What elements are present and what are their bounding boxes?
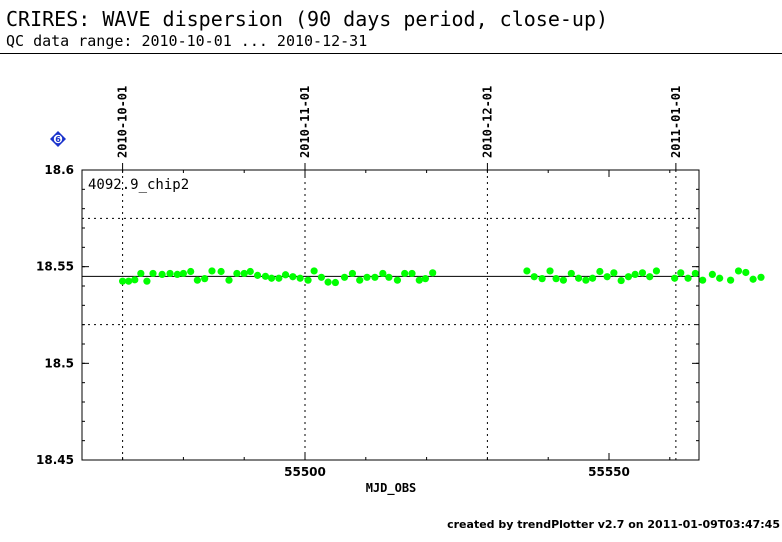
data-point xyxy=(166,269,174,278)
data-point xyxy=(582,276,590,284)
grid-layer xyxy=(82,170,699,460)
data-point xyxy=(310,267,318,275)
date-marker-label: 2010-12-01 xyxy=(480,86,494,158)
data-point xyxy=(275,274,283,282)
data-point xyxy=(408,269,416,278)
data-point xyxy=(356,276,364,284)
data-point xyxy=(187,267,195,276)
data-point xyxy=(296,274,304,282)
data-point xyxy=(617,276,625,285)
data-point xyxy=(716,274,724,282)
data-point xyxy=(671,274,679,282)
points-layer xyxy=(119,267,765,287)
data-point xyxy=(217,267,225,276)
data-point xyxy=(281,271,290,279)
y-tick-label: 18.6 xyxy=(44,163,74,177)
data-point xyxy=(631,270,639,278)
data-point xyxy=(603,273,611,281)
data-point xyxy=(546,267,554,275)
data-point xyxy=(727,276,735,284)
footer-credit: created by trendPlotter v2.7 on 2011-01-… xyxy=(447,518,780,531)
data-point xyxy=(143,277,151,285)
data-point xyxy=(246,267,254,276)
data-point xyxy=(538,275,546,283)
chart-title: CRIRES: WAVE dispersion (90 days period,… xyxy=(6,7,609,31)
data-point xyxy=(552,275,560,283)
data-point xyxy=(348,269,357,278)
data-point xyxy=(331,278,339,287)
data-point xyxy=(749,275,757,283)
title-divider xyxy=(0,53,782,54)
data-point xyxy=(757,273,765,281)
data-point xyxy=(240,269,248,278)
data-point xyxy=(208,267,216,275)
data-point xyxy=(677,269,685,277)
data-point xyxy=(401,269,409,278)
date-marker-label: 2011-01-01 xyxy=(669,86,683,158)
data-point xyxy=(193,276,201,284)
data-point xyxy=(340,273,349,281)
data-point xyxy=(137,269,145,278)
date-marker-label: 2010-11-01 xyxy=(298,86,312,158)
data-point xyxy=(523,267,531,275)
data-point xyxy=(691,269,699,278)
y-tick-label: 18.5 xyxy=(44,356,74,370)
data-point xyxy=(261,272,270,280)
data-point xyxy=(684,274,692,282)
data-point xyxy=(421,275,429,283)
data-point xyxy=(304,276,312,284)
data-point xyxy=(429,269,437,277)
data-point xyxy=(708,270,716,278)
data-point xyxy=(638,269,647,277)
data-point xyxy=(415,276,423,284)
data-point xyxy=(385,273,393,281)
data-point xyxy=(125,277,133,285)
data-point xyxy=(646,273,654,281)
data-point xyxy=(588,274,597,282)
data-point xyxy=(624,273,633,281)
data-point xyxy=(610,269,618,277)
plot-frame xyxy=(81,169,700,461)
data-point xyxy=(253,271,262,279)
axes-layer: 2010-10-01 2010-11-01 2010-12-01 2011-01-01… xyxy=(36,86,699,479)
data-point xyxy=(567,269,575,278)
data-point xyxy=(149,269,157,278)
data-point xyxy=(267,274,276,282)
data-point xyxy=(233,269,241,278)
y-tick-label: 18.55 xyxy=(36,260,74,274)
data-point xyxy=(393,276,402,284)
data-point xyxy=(652,267,661,275)
data-point xyxy=(158,270,166,278)
data-point xyxy=(225,276,233,284)
data-point xyxy=(324,278,332,286)
data-point xyxy=(379,269,387,278)
x-tick-label: 55550 xyxy=(588,465,630,479)
data-point xyxy=(119,277,127,285)
data-point xyxy=(699,276,707,284)
badge-label: 6 xyxy=(55,135,61,144)
x-tick-label: 55500 xyxy=(284,465,326,479)
badge-circle xyxy=(53,134,63,144)
data-point xyxy=(173,270,181,278)
data-point xyxy=(734,267,743,275)
data-point xyxy=(363,273,371,281)
date-marker-label: 2010-10-01 xyxy=(116,86,130,158)
chart-subtitle: QC data range: 2010-10-01 ... 2010-12-31 xyxy=(6,32,368,50)
diamond-icon: 6 xyxy=(50,131,66,147)
data-point xyxy=(559,276,568,284)
y-tick-label: 18.45 xyxy=(36,453,74,467)
data-point xyxy=(317,273,326,281)
data-point xyxy=(742,268,750,277)
x-axis-label: MJD_OBS xyxy=(366,481,417,496)
data-point xyxy=(131,276,139,284)
data-point xyxy=(530,273,538,281)
data-point xyxy=(201,275,209,283)
data-point xyxy=(575,274,583,282)
data-point xyxy=(596,267,604,276)
data-point xyxy=(371,273,379,281)
data-point xyxy=(179,269,187,278)
data-point xyxy=(289,273,297,281)
panel-label: 4092.9_chip2 xyxy=(88,177,189,193)
